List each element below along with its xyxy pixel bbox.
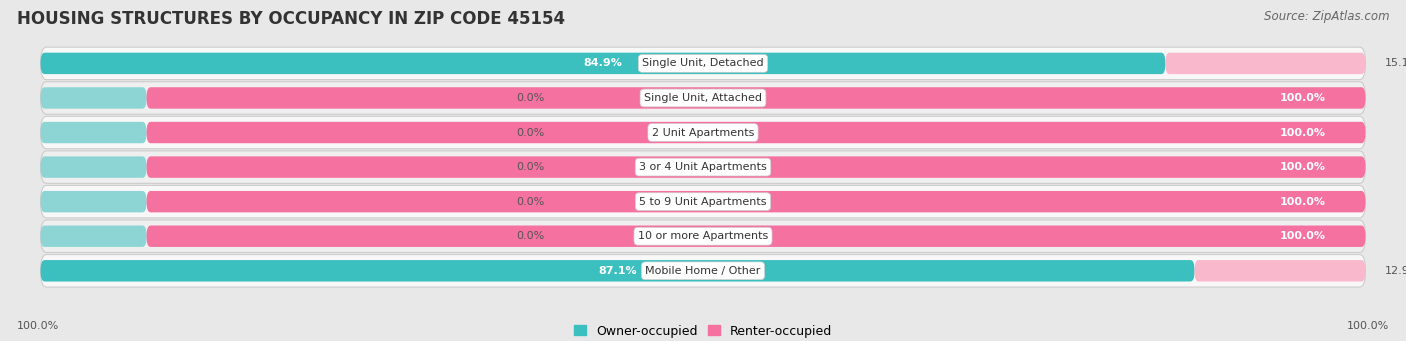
Text: 100.0%: 100.0% bbox=[1279, 93, 1326, 103]
Text: Single Unit, Detached: Single Unit, Detached bbox=[643, 58, 763, 69]
FancyBboxPatch shape bbox=[146, 87, 1365, 109]
Text: 10 or more Apartments: 10 or more Apartments bbox=[638, 231, 768, 241]
Text: 3 or 4 Unit Apartments: 3 or 4 Unit Apartments bbox=[640, 162, 766, 172]
Text: Source: ZipAtlas.com: Source: ZipAtlas.com bbox=[1264, 10, 1389, 23]
FancyBboxPatch shape bbox=[146, 225, 1365, 247]
Text: 0.0%: 0.0% bbox=[516, 128, 544, 137]
Text: 0.0%: 0.0% bbox=[516, 162, 544, 172]
FancyBboxPatch shape bbox=[41, 116, 1365, 149]
Text: 84.9%: 84.9% bbox=[583, 58, 623, 69]
FancyBboxPatch shape bbox=[41, 186, 1365, 218]
Text: 0.0%: 0.0% bbox=[516, 231, 544, 241]
FancyBboxPatch shape bbox=[41, 191, 146, 212]
FancyBboxPatch shape bbox=[1195, 260, 1365, 282]
Text: Mobile Home / Other: Mobile Home / Other bbox=[645, 266, 761, 276]
Text: 15.1%: 15.1% bbox=[1385, 58, 1406, 69]
Text: 5 to 9 Unit Apartments: 5 to 9 Unit Apartments bbox=[640, 197, 766, 207]
FancyBboxPatch shape bbox=[41, 53, 1166, 74]
FancyBboxPatch shape bbox=[41, 260, 1195, 282]
Text: 100.0%: 100.0% bbox=[1279, 128, 1326, 137]
FancyBboxPatch shape bbox=[1166, 53, 1365, 74]
FancyBboxPatch shape bbox=[41, 151, 1365, 183]
Text: HOUSING STRUCTURES BY OCCUPANCY IN ZIP CODE 45154: HOUSING STRUCTURES BY OCCUPANCY IN ZIP C… bbox=[17, 10, 565, 28]
FancyBboxPatch shape bbox=[146, 122, 1365, 143]
Text: 0.0%: 0.0% bbox=[516, 93, 544, 103]
FancyBboxPatch shape bbox=[146, 191, 1365, 212]
Text: 100.0%: 100.0% bbox=[1347, 321, 1389, 331]
FancyBboxPatch shape bbox=[41, 225, 146, 247]
FancyBboxPatch shape bbox=[41, 82, 1365, 114]
Text: 2 Unit Apartments: 2 Unit Apartments bbox=[652, 128, 754, 137]
FancyBboxPatch shape bbox=[41, 157, 146, 178]
FancyBboxPatch shape bbox=[41, 47, 1365, 80]
Text: 100.0%: 100.0% bbox=[1279, 231, 1326, 241]
Text: 12.9%: 12.9% bbox=[1385, 266, 1406, 276]
Text: 100.0%: 100.0% bbox=[1279, 162, 1326, 172]
FancyBboxPatch shape bbox=[41, 122, 146, 143]
Legend: Owner-occupied, Renter-occupied: Owner-occupied, Renter-occupied bbox=[568, 320, 838, 341]
FancyBboxPatch shape bbox=[41, 254, 1365, 287]
FancyBboxPatch shape bbox=[41, 220, 1365, 252]
FancyBboxPatch shape bbox=[41, 87, 146, 109]
Text: 0.0%: 0.0% bbox=[516, 197, 544, 207]
Text: 100.0%: 100.0% bbox=[1279, 197, 1326, 207]
Text: Single Unit, Attached: Single Unit, Attached bbox=[644, 93, 762, 103]
Text: 87.1%: 87.1% bbox=[598, 266, 637, 276]
FancyBboxPatch shape bbox=[146, 157, 1365, 178]
Text: 100.0%: 100.0% bbox=[17, 321, 59, 331]
